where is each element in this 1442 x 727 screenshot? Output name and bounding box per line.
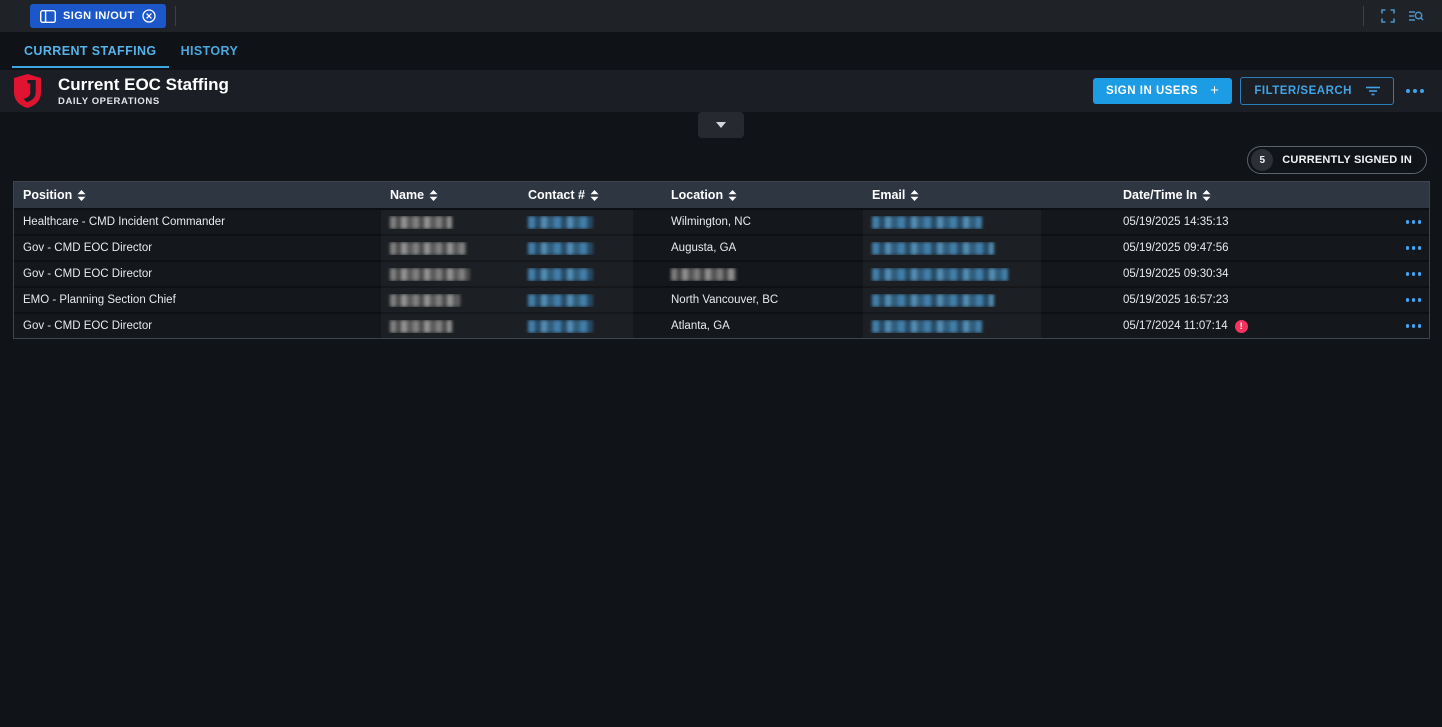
tab-current-staffing-label: CURRENT STAFFING: [24, 44, 157, 58]
cell-datetime: 05/19/2025 09:47:56 !: [1114, 242, 1401, 254]
sort-icon: [429, 189, 438, 201]
sort-icon: [1202, 189, 1211, 201]
filter-search-label: FILTER/SEARCH: [1254, 85, 1352, 97]
redacted-email[interactable]: [872, 267, 1008, 281]
chevron-down-icon: [716, 122, 726, 128]
sort-icon: [590, 189, 599, 201]
sort-icon: [910, 189, 919, 201]
cell-position: Gov - CMD EOC Director: [23, 268, 153, 280]
main-content: 5 CURRENTLY SIGNED IN Position Name Contac…: [0, 112, 1442, 727]
sort-icon: [728, 189, 737, 201]
tab-current-staffing[interactable]: CURRENT STAFFING: [12, 32, 169, 70]
cell-position: EMO - Planning Section Chief: [23, 294, 176, 306]
redacted-contact[interactable]: [528, 241, 593, 255]
search-list-icon[interactable]: [1402, 4, 1430, 28]
circle-x-icon[interactable]: [141, 9, 156, 23]
cell-datetime: 05/19/2025 09:30:34 !: [1114, 268, 1401, 280]
redacted-contact[interactable]: [528, 267, 593, 281]
table-row: EMO - Planning Section Chief North Vanco…: [14, 286, 1429, 312]
cell-datetime: 05/19/2025 14:35:13 !: [1114, 216, 1401, 228]
redacted-name: [390, 319, 452, 333]
cell-location: [662, 267, 863, 281]
topbar-divider: [174, 6, 176, 26]
page-subtitle: DAILY OPERATIONS: [58, 95, 160, 107]
row-more-menu[interactable]: [1404, 268, 1424, 280]
column-header-name[interactable]: Name: [381, 188, 519, 202]
cell-datetime: 05/19/2025 16:57:23 !: [1114, 294, 1401, 306]
cell-location: Wilmington, NC: [671, 216, 751, 228]
redacted-email[interactable]: [872, 215, 982, 229]
red-shield-logo: [14, 74, 41, 108]
currently-signed-in-badge: 5 CURRENTLY SIGNED IN: [1247, 146, 1427, 174]
column-header-email[interactable]: Email: [863, 188, 1114, 202]
redacted-contact[interactable]: [528, 215, 593, 229]
cell-location: Atlanta, GA: [671, 320, 730, 332]
sign-in-users-button[interactable]: SIGN IN USERS +: [1092, 78, 1233, 104]
row-more-menu[interactable]: [1404, 294, 1424, 306]
tab-history-label: HISTORY: [180, 44, 239, 58]
cell-datetime-text: 05/19/2025 14:35:13: [1123, 216, 1229, 228]
row-more-menu[interactable]: [1404, 242, 1424, 254]
redacted-name: [390, 267, 470, 281]
sign-in-out-label: SIGN IN/OUT: [63, 10, 135, 22]
sign-in-out-button[interactable]: SIGN IN/OUT: [30, 4, 166, 28]
table-row: Gov - CMD EOC Director Augusta, GA 05/19…: [14, 234, 1429, 260]
cell-datetime-text: 05/19/2025 09:30:34: [1123, 268, 1229, 280]
cell-datetime-text: 05/19/2025 16:57:23: [1123, 294, 1229, 306]
cell-datetime: 05/17/2024 11:07:14 !: [1114, 319, 1401, 333]
sign-in-users-label: SIGN IN USERS: [1105, 85, 1199, 97]
header-more-menu[interactable]: [1402, 85, 1428, 97]
cell-location: North Vancouver, BC: [671, 294, 779, 306]
tab-bar: CURRENT STAFFING HISTORY: [0, 32, 1442, 70]
table-row: Gov - CMD EOC Director 05/19/2025 09:30:…: [14, 260, 1429, 286]
cell-datetime-text: 05/17/2024 11:07:14: [1123, 320, 1228, 332]
row-more-menu[interactable]: [1404, 320, 1424, 332]
top-bar: SIGN IN/OUT: [0, 0, 1442, 32]
cell-datetime-text: 05/19/2025 09:47:56: [1123, 242, 1229, 254]
cell-position: Gov - CMD EOC Director: [23, 320, 153, 332]
plus-icon: +: [1210, 82, 1220, 99]
redacted-name: [390, 241, 466, 255]
table-row: Gov - CMD EOC Director Atlanta, GA 05/17…: [14, 312, 1429, 338]
page-header: Current EOC Staffing DAILY OPERATIONS SI…: [0, 70, 1442, 112]
signed-in-label: CURRENTLY SIGNED IN: [1282, 154, 1412, 166]
column-header-location[interactable]: Location: [662, 188, 863, 202]
row-more-menu[interactable]: [1404, 216, 1424, 228]
redacted-contact[interactable]: [528, 293, 593, 307]
staffing-table: Position Name Contact # Location Email Date/T…: [13, 181, 1430, 339]
filter-search-button[interactable]: FILTER/SEARCH: [1240, 77, 1394, 105]
table-body: Healthcare - CMD Incident Commander Wilm…: [14, 208, 1429, 338]
tab-history[interactable]: HISTORY: [169, 32, 251, 70]
redacted-email[interactable]: [872, 241, 994, 255]
redacted-name: [390, 215, 452, 229]
alert-icon: !: [1234, 319, 1248, 333]
sort-icon: [77, 189, 86, 201]
cell-position: Healthcare - CMD Incident Commander: [23, 216, 225, 228]
cell-position: Gov - CMD EOC Director: [23, 242, 153, 254]
table-header-row: Position Name Contact # Location Email Date/T…: [14, 182, 1429, 208]
table-row: Healthcare - CMD Incident Commander Wilm…: [14, 208, 1429, 234]
redacted-location: [671, 267, 736, 281]
cell-location: Augusta, GA: [671, 242, 737, 254]
column-header-contact[interactable]: Contact #: [519, 188, 662, 202]
redacted-email[interactable]: [872, 293, 994, 307]
panel-layout-icon: [40, 9, 56, 23]
column-header-position[interactable]: Position: [14, 188, 381, 202]
fullscreen-icon[interactable]: [1374, 4, 1402, 28]
redacted-email[interactable]: [872, 319, 982, 333]
signed-in-count: 5: [1251, 149, 1274, 171]
topbar-divider-right: [1363, 6, 1364, 26]
page-title: Current EOC Staffing: [58, 74, 229, 94]
column-header-date-time-in[interactable]: Date/Time In: [1114, 188, 1401, 202]
redacted-name: [390, 293, 460, 307]
collapse-panel-handle[interactable]: [698, 112, 744, 138]
redacted-contact[interactable]: [528, 319, 593, 333]
filter-icon: [1366, 86, 1380, 96]
